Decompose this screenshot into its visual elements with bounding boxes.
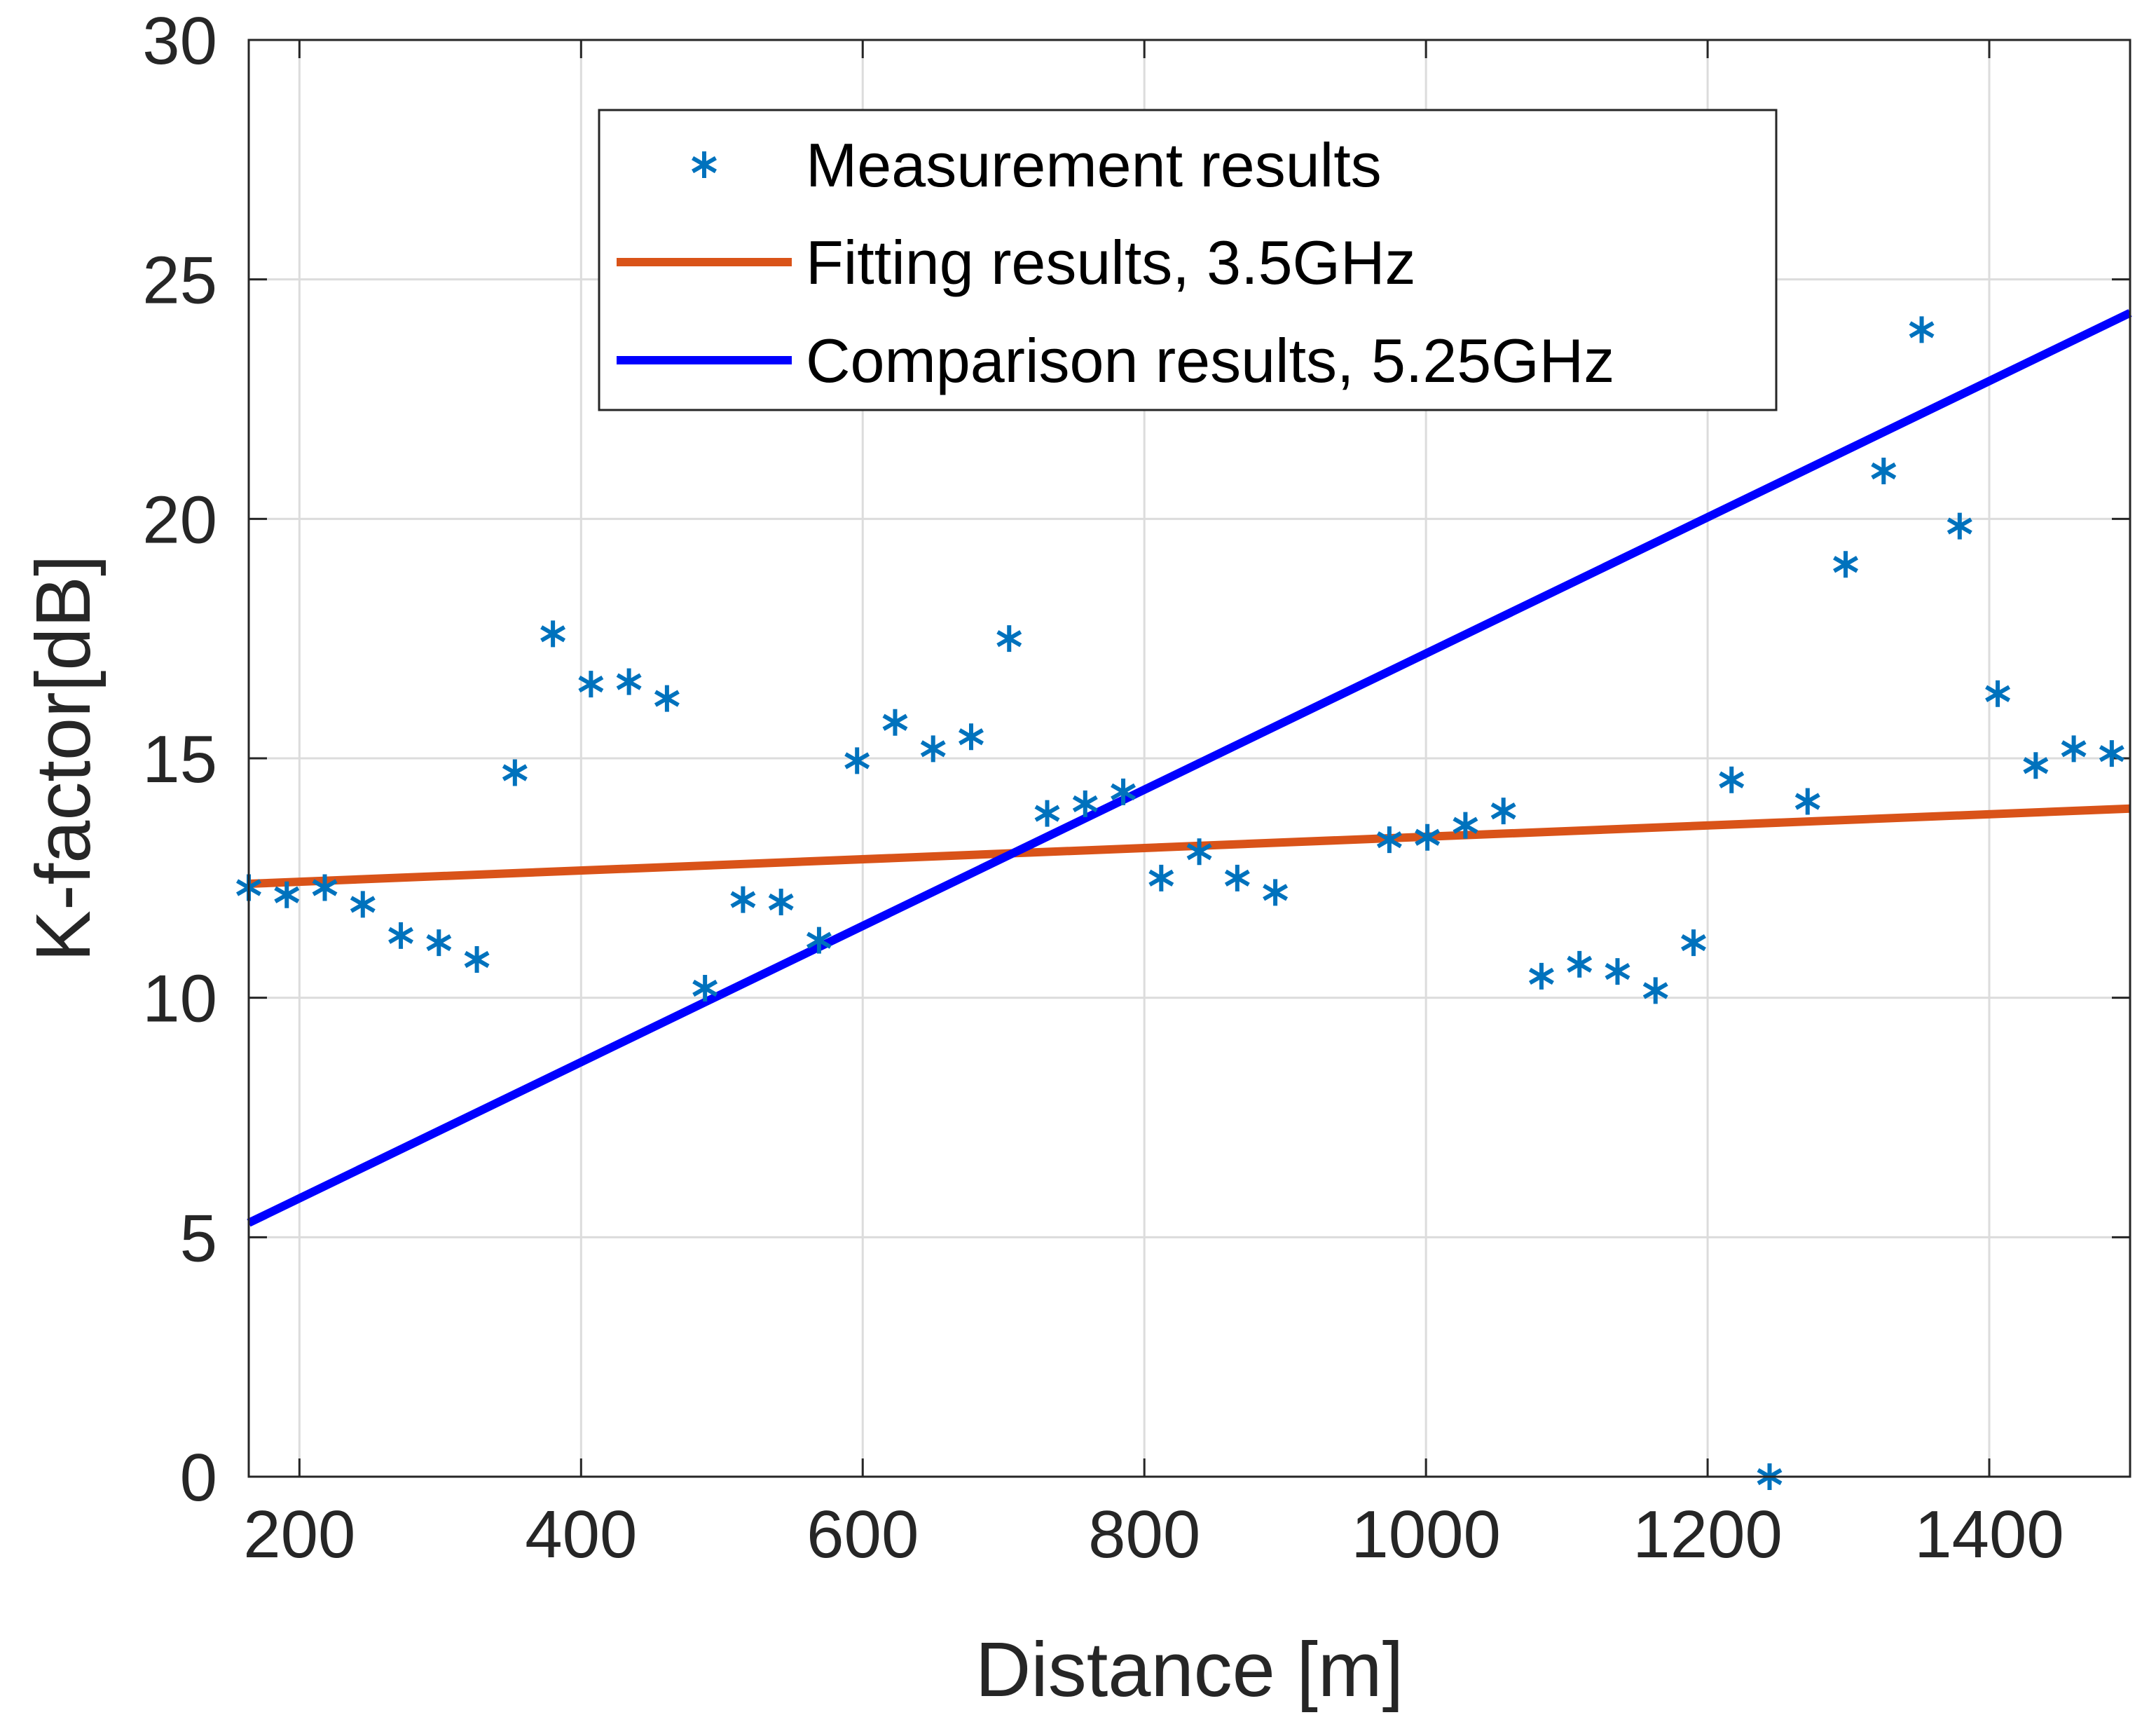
- data-point: [844, 747, 870, 774]
- x-tick-label: 1000: [1351, 1497, 1501, 1572]
- data-point: [312, 874, 338, 901]
- legend-box: [598, 109, 1778, 411]
- data-point: [578, 671, 604, 698]
- series-line-2: [247, 309, 2132, 1227]
- legend-marker: [692, 151, 717, 178]
- x-tick-label: 600: [806, 1497, 919, 1572]
- tick-labels: 200 400 600 800 1000 1200 1400 0 5 10 15 20 25 30: [142, 4, 2064, 1572]
- data-point: [1034, 800, 1060, 827]
- data-point: [1224, 864, 1250, 891]
- data-point: [1605, 958, 1630, 985]
- data-point: [1376, 826, 1402, 854]
- data-point: [1567, 950, 1593, 978]
- data-point: [1072, 790, 1098, 817]
- data-point: [1186, 838, 1212, 866]
- data-point: [616, 668, 642, 695]
- data-point: [1415, 823, 1441, 851]
- data-point: [1871, 458, 1897, 484]
- y-tick-label: 0: [180, 1440, 217, 1515]
- data-point: [1148, 864, 1174, 891]
- data-point: [1719, 766, 1745, 793]
- legend: Measurement results Fitting results, 3.5…: [598, 109, 1778, 411]
- data-point: [2099, 740, 2124, 767]
- y-axis-label: K-factor[dB]: [20, 555, 107, 962]
- data-point: [1453, 812, 1478, 839]
- data-point: [1263, 879, 1289, 906]
- data-point: [464, 946, 490, 973]
- x-tick-label: 400: [525, 1497, 637, 1572]
- measurement-points: [236, 316, 2124, 1490]
- data-point: [882, 709, 908, 736]
- data-point: [1490, 798, 1516, 825]
- data-point: [1528, 962, 1554, 990]
- data-point: [768, 889, 794, 915]
- data-point: [1681, 929, 1706, 957]
- data-point: [274, 881, 300, 908]
- data-point: [2061, 735, 2087, 763]
- data-point: [350, 891, 376, 918]
- y-tick-label: 20: [142, 482, 217, 557]
- x-tick-label: 1400: [1914, 1497, 2064, 1572]
- data-point: [806, 927, 832, 954]
- data-point: [996, 625, 1022, 652]
- data-point: [1985, 680, 2011, 707]
- data-point: [502, 759, 528, 786]
- data-point: [692, 975, 718, 1002]
- y-tick-label: 10: [142, 962, 217, 1037]
- data-point: [1946, 512, 1972, 540]
- x-tick-label: 200: [243, 1497, 355, 1572]
- data-point: [426, 929, 452, 957]
- data-point: [1833, 551, 1858, 578]
- legend-label-fitting: Fitting results, 3.5GHz: [806, 228, 1416, 297]
- data-point: [1909, 316, 1935, 343]
- y-tick-label: 25: [142, 243, 217, 318]
- x-axis-label: Distance [m]: [975, 1627, 1403, 1713]
- data-point: [1111, 778, 1136, 805]
- data-point: [388, 922, 414, 949]
- data-point: [654, 685, 680, 712]
- plot-frame: [247, 39, 2131, 1478]
- y-tick-label: 15: [142, 722, 217, 797]
- x-tick-label: 1200: [1633, 1497, 1783, 1572]
- data-point: [959, 723, 984, 751]
- legend-label-comparison: Comparison results, 5.25GHz: [806, 326, 1614, 395]
- legend-marker-measurement: [692, 151, 717, 178]
- x-tick-label: 800: [1088, 1497, 1200, 1572]
- data-point: [730, 886, 756, 913]
- data-point: [540, 620, 566, 648]
- data-point: [1794, 788, 1820, 815]
- y-tick-label: 30: [142, 4, 217, 78]
- data-point: [2023, 752, 2049, 779]
- data-point: [920, 735, 946, 763]
- data-point: [1642, 977, 1668, 1004]
- y-tick-label: 5: [180, 1201, 217, 1276]
- legend-label-measurement: Measurement results: [806, 130, 1382, 200]
